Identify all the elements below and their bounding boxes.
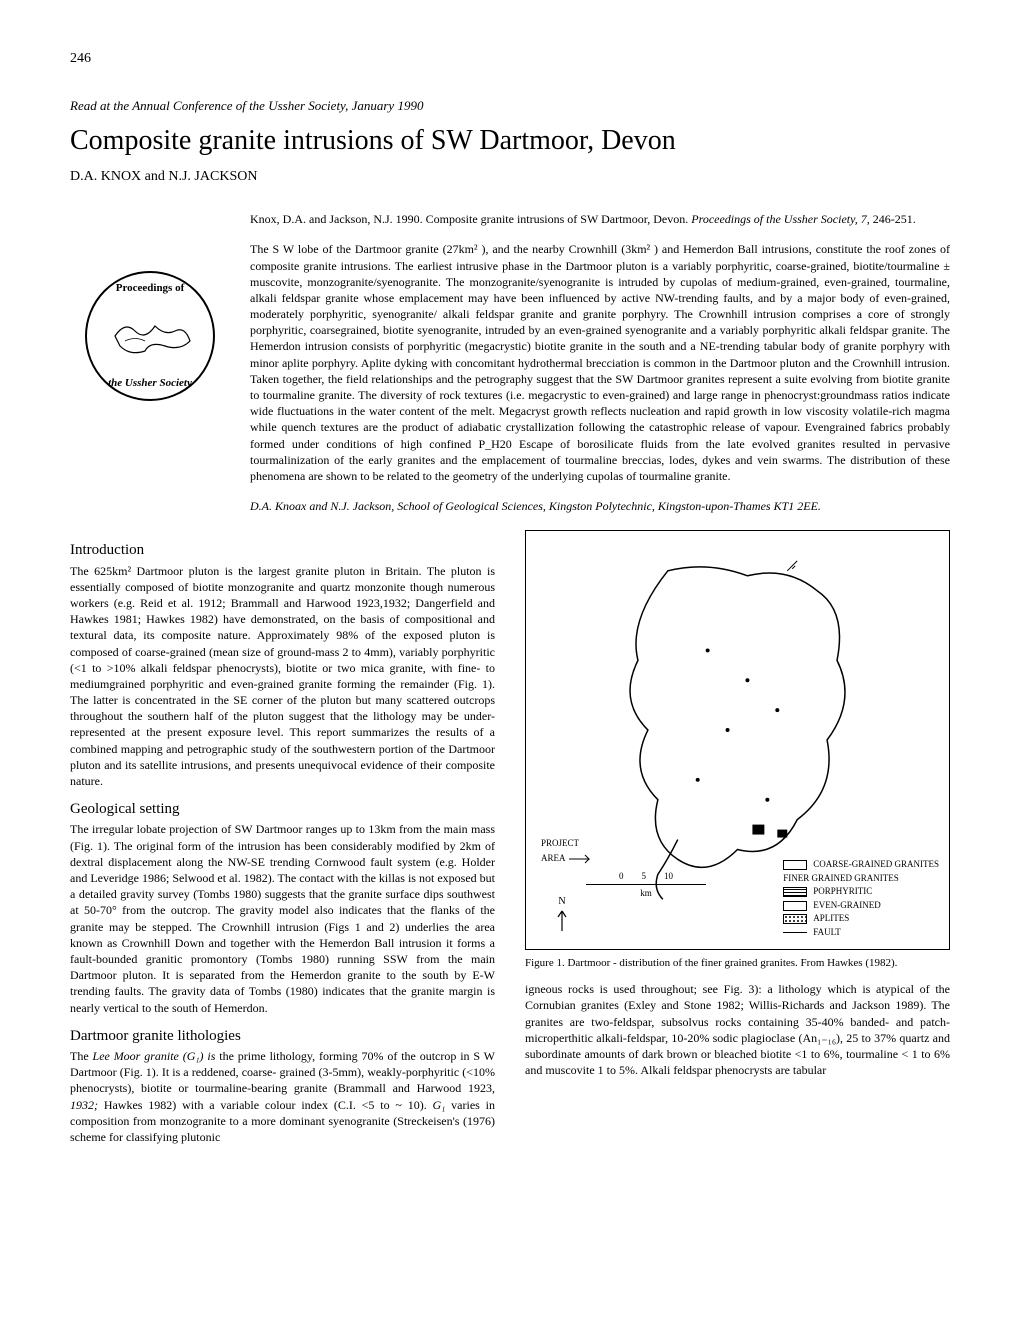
citation-proceedings: Proceedings of the Ussher Society, 7, — [691, 212, 870, 226]
logo-top-text: Proceedings of — [116, 281, 185, 296]
scale-bar: 0 5 10 km — [586, 870, 706, 899]
citation-text: Knox, D.A. and Jackson, N.J. 1990. Compo… — [250, 212, 691, 226]
authors: D.A. KNOX and N.J. JACKSON — [70, 168, 950, 187]
legend-item: APLITES — [783, 912, 939, 926]
introduction-heading: Introduction — [70, 540, 495, 560]
two-column-layout: Introduction The 625km² Dartmoor pluton … — [70, 530, 950, 1145]
abstract-row: Proceedings of the Ussher Society The S … — [70, 241, 950, 484]
citation-block: Knox, D.A. and Jackson, N.J. 1990. Compo… — [250, 211, 950, 227]
litho-part1: The — [70, 1049, 93, 1063]
litho-italic1: Lee Moor granite (G₁) is — [93, 1049, 216, 1063]
figure-1-caption: Figure 1. Dartmoor - distribution of the… — [525, 956, 950, 971]
litho-part3: Hawkes 1982) with a variable colour inde… — [98, 1098, 433, 1112]
page-number: 246 — [70, 50, 950, 69]
introduction-text: The 625km² Dartmoor pluton is the larges… — [70, 563, 495, 790]
north-arrow: N — [556, 895, 568, 937]
lithologies-heading: Dartmoor granite lithologies — [70, 1026, 495, 1046]
society-logo: Proceedings of the Ussher Society — [85, 271, 215, 401]
project-area-label: PROJECT AREA — [541, 837, 597, 869]
lithologies-text: The Lee Moor granite (G₁) is the prime l… — [70, 1048, 495, 1145]
society-logo-cell: Proceedings of the Ussher Society — [70, 241, 230, 401]
logo-bottom-text: the Ussher Society — [108, 376, 192, 391]
conference-header: Read at the Annual Conference of the Uss… — [70, 97, 950, 115]
author-affiliation: D.A. Knoax and N.J. Jackson, School of G… — [250, 498, 950, 514]
litho-italic2: 1932; — [70, 1098, 98, 1112]
right-continuation-text: igneous rocks is used throughout; see Fi… — [525, 981, 950, 1078]
legend-item: EVEN-GRAINED — [783, 899, 939, 913]
legend-item: FINER GRAINED GRANITES — [783, 872, 939, 886]
paper-title: Composite granite intrusions of SW Dartm… — [70, 122, 950, 160]
geological-setting-heading: Geological setting — [70, 799, 495, 819]
abstract-text: The S W lobe of the Dartmoor granite (27… — [250, 241, 950, 484]
citation-pages: 246-251. — [870, 212, 916, 226]
legend-item: FAULT — [783, 926, 939, 940]
figure-legend: COARSE-GRAINED GRANITES FINER GRAINED GR… — [783, 858, 939, 939]
legend-item: COARSE-GRAINED GRANITES — [783, 858, 939, 872]
legend-item: PORPHYRITIC — [783, 885, 939, 899]
figure-1-map: PROJECT AREA 0 5 10 km N COARSE-GRAINED … — [525, 530, 950, 950]
geological-setting-text: The irregular lobate projection of SW Da… — [70, 821, 495, 1015]
logo-map-icon — [105, 311, 195, 361]
right-column: PROJECT AREA 0 5 10 km N COARSE-GRAINED … — [525, 530, 950, 1145]
left-column: Introduction The 625km² Dartmoor pluton … — [70, 530, 495, 1145]
litho-italic3: G₁ — [433, 1098, 446, 1112]
